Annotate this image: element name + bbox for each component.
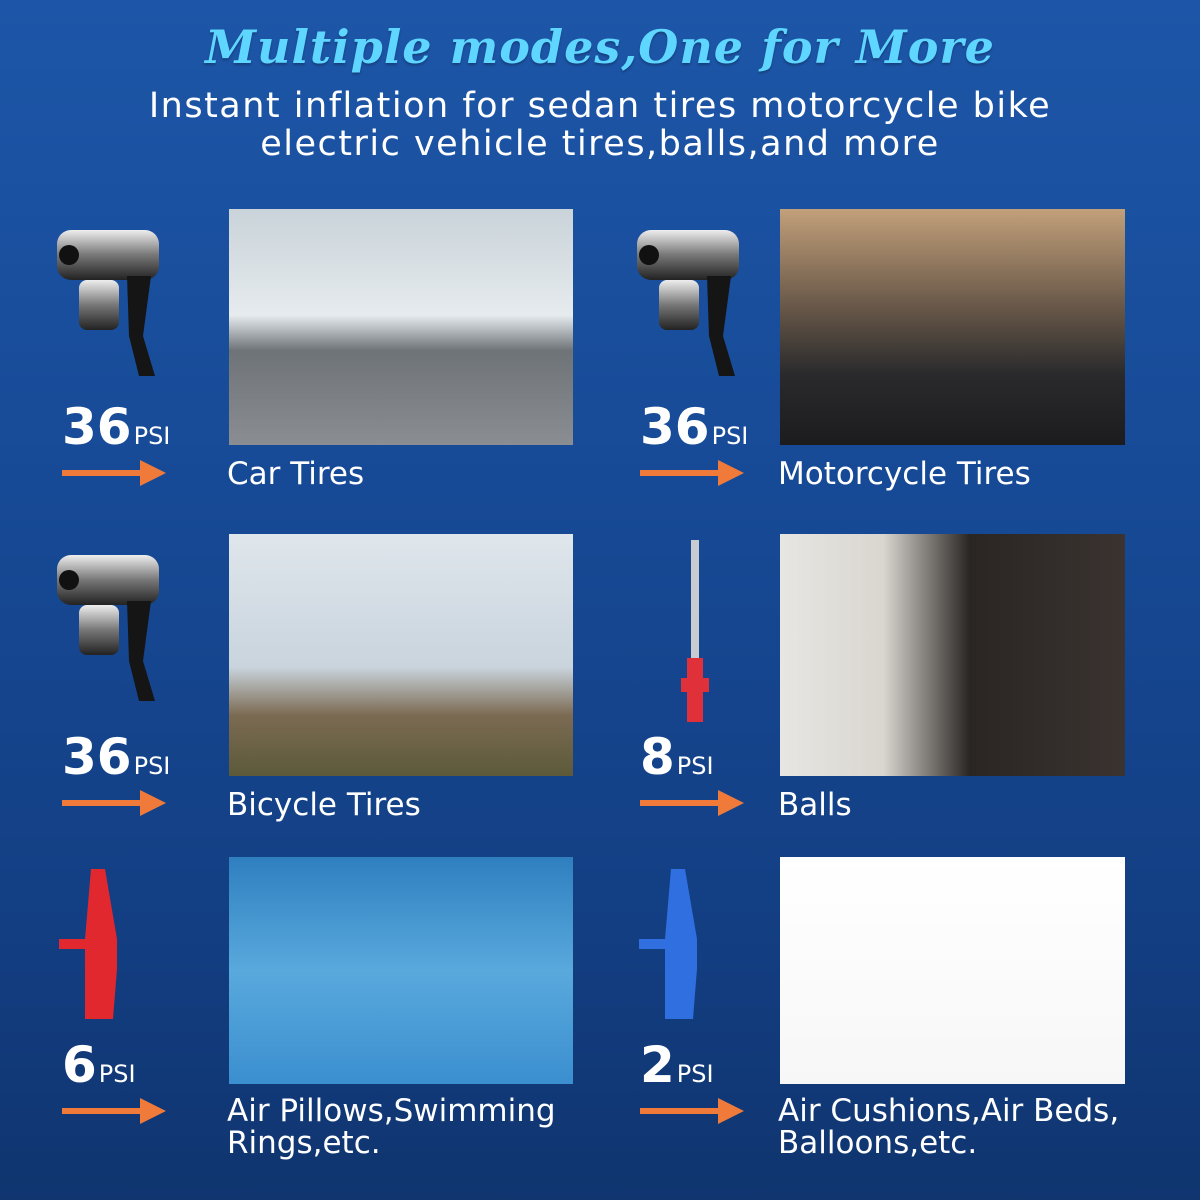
psi-unit: PSI (98, 1060, 136, 1088)
mode-label: Air Cushions,Air Beds, Balloons,etc. (778, 1093, 1120, 1161)
psi-unit: PSI (711, 422, 749, 450)
mode-label: Car Tires (227, 456, 365, 492)
mode-photo (229, 209, 573, 445)
psi-unit: PSI (676, 1060, 714, 1088)
subtitle-line-2: electric vehicle tires,balls,and more (260, 124, 940, 164)
psi-value: 2PSI (640, 1036, 714, 1094)
red-cone-nozzle-icon (55, 869, 135, 1033)
page-title: Multiple modes,One for More (205, 20, 995, 74)
mode-photo (780, 534, 1125, 776)
mode-photo (229, 857, 573, 1084)
arrow-right-icon (640, 1098, 744, 1124)
mode-photo (780, 857, 1125, 1084)
mode-label: Balls (778, 787, 852, 823)
psi-value: 36PSI (62, 728, 171, 786)
chuck-nozzle-icon (55, 226, 165, 385)
arrow-right-icon (640, 460, 744, 486)
mode-photo (780, 209, 1125, 445)
arrow-right-icon (62, 1098, 166, 1124)
psi-value: 36PSI (640, 398, 749, 456)
psi-unit: PSI (676, 752, 714, 780)
subtitle-line-1: Instant inflation for sedan tires motorc… (148, 86, 1052, 126)
arrow-right-icon (62, 460, 166, 486)
mode-label: Motorcycle Tires (778, 456, 1031, 492)
psi-unit: PSI (133, 752, 171, 780)
mode-label: Bicycle Tires (227, 787, 421, 823)
psi-value: 8PSI (640, 728, 714, 786)
blue-nozzle-icon (635, 869, 715, 1033)
arrow-right-icon (62, 790, 166, 816)
psi-value: 6PSI (62, 1036, 136, 1094)
mode-photo (229, 534, 573, 776)
arrow-right-icon (640, 790, 744, 816)
chuck-nozzle-icon (635, 226, 745, 385)
ball-needle-icon (675, 540, 715, 729)
mode-label: Air Pillows,Swimming Rings,etc. (227, 1093, 556, 1161)
psi-value: 36PSI (62, 398, 171, 456)
chuck-nozzle-icon (55, 551, 165, 710)
psi-unit: PSI (133, 422, 171, 450)
